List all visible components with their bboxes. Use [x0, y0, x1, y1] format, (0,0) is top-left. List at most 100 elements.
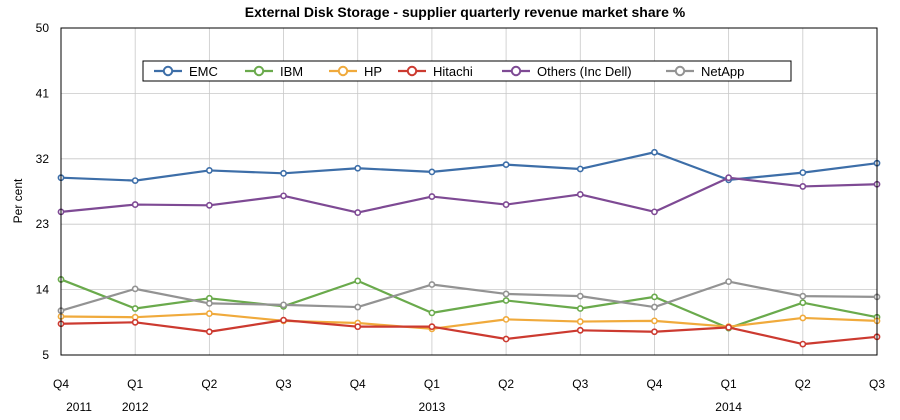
data-point [428, 193, 436, 200]
x-year-label: 2012 [122, 400, 149, 414]
data-point [354, 164, 362, 172]
data-point [280, 169, 287, 177]
legend-marker [510, 65, 522, 77]
series-line [60, 319, 878, 346]
legend-label: HP [364, 64, 382, 79]
series-netapp [57, 278, 881, 315]
data-point [354, 303, 362, 311]
x-tick-label: Q2 [201, 377, 217, 391]
data-point [502, 297, 510, 304]
legend-label: EMC [189, 64, 218, 79]
legend-entry: IBM [245, 64, 303, 79]
x-tick-label: Q3 [869, 377, 885, 391]
x-tick-label: Q3 [276, 377, 292, 391]
x-tick-label: Q4 [53, 377, 69, 391]
legend-entry: Others (Inc Dell) [502, 64, 632, 79]
data-point [428, 323, 436, 331]
legend-box [142, 60, 792, 82]
legend-marker [337, 65, 349, 77]
data-point [576, 165, 584, 173]
data-point [205, 167, 213, 174]
data-point [799, 299, 807, 307]
data-point [131, 285, 139, 293]
data-point [799, 292, 807, 300]
x-year-label: 2011 [66, 400, 92, 414]
data-point [205, 328, 213, 336]
data-point [799, 169, 807, 177]
x-tick-labels: Q4 Q1 Q2 Q3 Q4 Q1 Q2 Q3 Q4 Q1 Q2 Q3 2011 2012 2013 2014 [53, 377, 885, 414]
y-tick-label: 23 [36, 217, 50, 231]
legend-entry: NetApp [666, 64, 744, 79]
data-point [428, 168, 436, 176]
series-lines [57, 148, 881, 348]
data-point [280, 301, 287, 309]
data-point [799, 183, 807, 190]
data-point [131, 318, 139, 326]
data-point [428, 281, 436, 288]
data-point [651, 293, 658, 301]
legend-entry: HP [329, 64, 382, 79]
data-point [651, 208, 658, 216]
data-point [205, 201, 213, 209]
x-tick-label: Q4 [350, 377, 366, 391]
legend-marker [674, 65, 686, 77]
y-tick-label: 50 [36, 21, 50, 35]
x-tick-label: Q4 [646, 377, 662, 391]
x-year-label: 2013 [419, 400, 446, 414]
x-tick-label: Q2 [795, 377, 811, 391]
legend: EMC IBM HP Hitachi Others (Inc Dell) NetApp [142, 60, 792, 82]
data-point [576, 318, 584, 325]
data-point [651, 148, 658, 156]
data-point [576, 292, 584, 300]
series-line [60, 312, 878, 330]
data-point [576, 191, 584, 198]
series-emc [57, 148, 881, 184]
data-point [354, 209, 362, 216]
data-point [799, 314, 807, 322]
y-tick-label: 5 [42, 348, 49, 362]
data-point [205, 310, 213, 317]
x-tick-label: Q2 [498, 377, 514, 391]
legend-marker [406, 65, 418, 77]
legend-label: NetApp [701, 64, 744, 79]
data-point [280, 316, 287, 324]
x-tick-label: Q1 [424, 377, 440, 391]
x-tick-label: Q1 [721, 377, 737, 391]
y-tick-label: 14 [36, 283, 50, 297]
plot-frame [60, 27, 878, 356]
data-point [725, 278, 733, 286]
x-year-label: 2014 [715, 400, 742, 414]
legend-label: Hitachi [433, 64, 473, 79]
data-point [576, 326, 584, 334]
data-point [502, 290, 510, 298]
series-line [60, 151, 878, 182]
legend-label: Others (Inc Dell) [537, 64, 632, 79]
data-point [354, 277, 362, 285]
y-tick-label: 32 [36, 152, 50, 166]
legend-entry: EMC [154, 64, 218, 79]
data-point [799, 340, 807, 348]
y-axis-label: Per cent [11, 178, 25, 223]
y-tick-labels: 5 14 23 32 41 50 [36, 21, 50, 362]
data-point [651, 317, 658, 325]
data-point [651, 328, 658, 336]
chart-title: External Disk Storage - supplier quarter… [245, 4, 686, 20]
data-point [131, 177, 139, 184]
legend-marker [253, 65, 265, 77]
data-point [428, 309, 436, 317]
x-tick-label: Q1 [127, 377, 143, 391]
data-point [651, 303, 658, 311]
series-line [60, 280, 878, 312]
data-point [502, 335, 510, 343]
data-point [576, 305, 584, 312]
y-tick-label: 41 [36, 86, 50, 100]
series-hitachi [57, 316, 881, 348]
legend-label: IBM [280, 64, 303, 79]
data-point [725, 323, 733, 331]
legend-marker [162, 65, 174, 77]
data-point [725, 174, 733, 182]
x-tick-label: Q3 [572, 377, 588, 391]
data-point [280, 192, 287, 200]
legend-entry: Hitachi [398, 64, 473, 79]
